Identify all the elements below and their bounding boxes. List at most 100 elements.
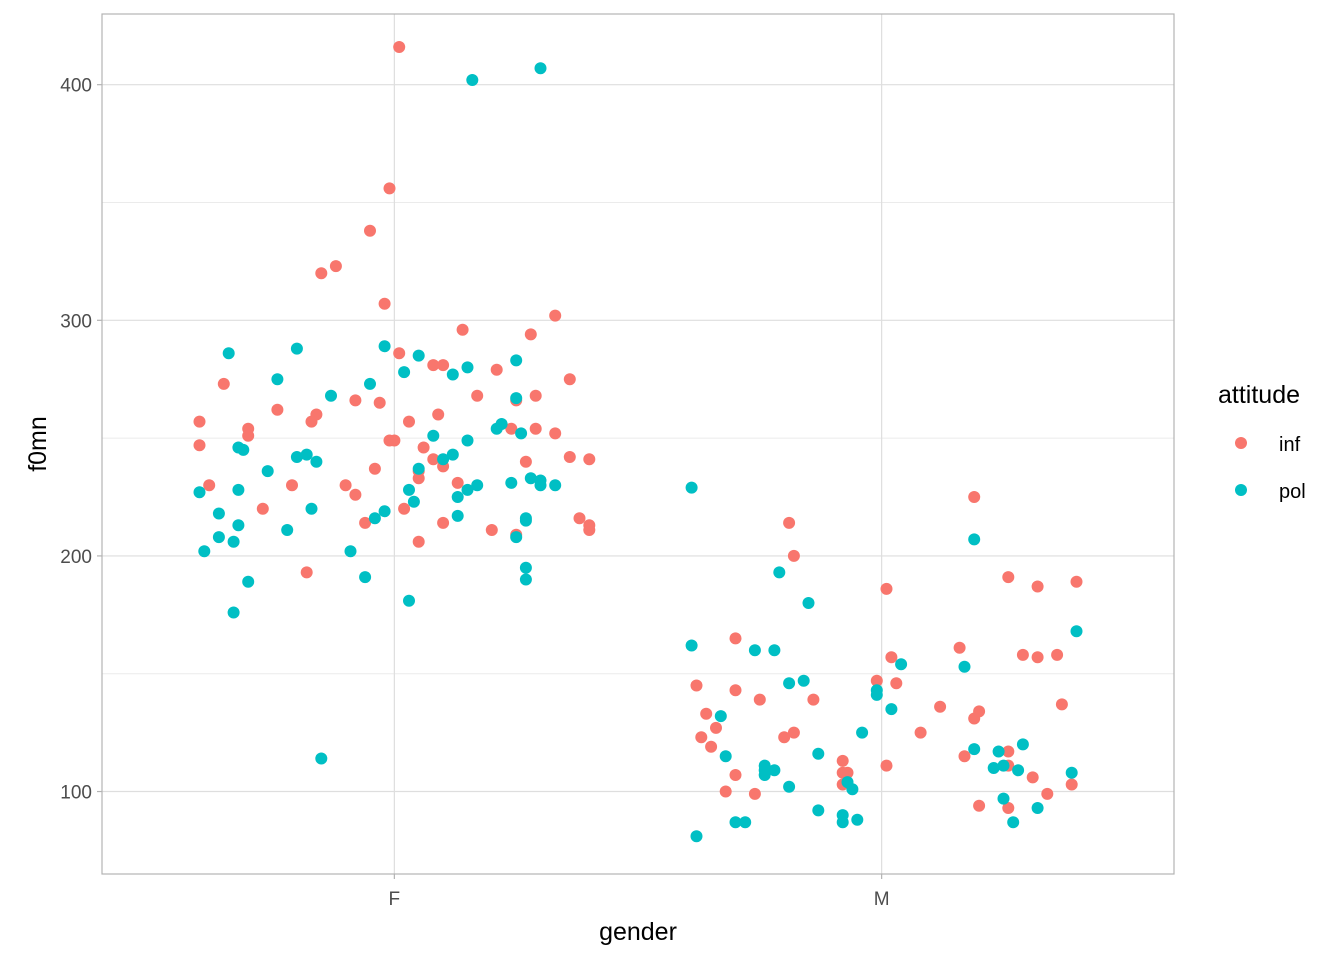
point-pol — [783, 780, 796, 793]
point-inf — [563, 373, 576, 386]
point-pol — [1070, 625, 1083, 638]
point-pol — [505, 476, 518, 489]
point-pol — [378, 505, 391, 518]
point-pol — [1016, 738, 1029, 751]
point-pol — [310, 455, 323, 468]
point-inf — [583, 453, 596, 466]
point-inf — [329, 260, 342, 273]
point-inf — [1026, 771, 1039, 784]
point-pol — [534, 479, 547, 492]
point-pol — [437, 453, 450, 466]
point-inf — [695, 731, 708, 744]
legend-label-pol: pol — [1279, 481, 1306, 503]
point-inf — [305, 415, 318, 428]
point-pol — [773, 566, 786, 579]
point-pol — [510, 354, 523, 367]
legend-label-inf: inf — [1279, 434, 1301, 456]
point-pol — [412, 462, 425, 475]
axis-ticks: 100 200 300 400 F M — [60, 76, 889, 910]
point-pol — [895, 658, 908, 671]
point-pol — [446, 448, 459, 461]
plot-border — [101, 13, 1175, 875]
point-inf — [1041, 787, 1054, 800]
point-pol — [490, 422, 503, 435]
point-inf — [427, 453, 440, 466]
point-pol — [305, 502, 318, 515]
point-pol — [802, 597, 815, 609]
point-pol — [519, 573, 532, 586]
point-inf — [378, 297, 391, 310]
point-inf — [1016, 648, 1029, 661]
point-pol — [1031, 802, 1044, 814]
legend-key-inf — [1235, 437, 1247, 449]
point-pol — [885, 703, 898, 716]
y-tick-label: 100 — [60, 783, 92, 804]
point-inf — [705, 740, 718, 753]
point-pol — [549, 479, 562, 492]
point-inf — [529, 389, 542, 402]
point-inf — [958, 750, 971, 763]
point-inf — [349, 488, 362, 501]
point-inf — [1002, 745, 1015, 758]
point-pol — [534, 62, 547, 75]
point-pol — [290, 342, 303, 355]
point-inf — [451, 476, 464, 489]
legend: attitude inf pol — [1218, 381, 1306, 503]
point-inf — [529, 422, 542, 435]
point-pol — [856, 726, 869, 739]
point-inf — [1051, 648, 1064, 661]
point-inf — [242, 429, 255, 442]
point-pol — [198, 545, 211, 558]
point-pol — [836, 816, 849, 829]
point-pol — [992, 745, 1005, 758]
point-pol — [398, 366, 411, 379]
data-points — [193, 41, 1083, 843]
point-pol — [232, 483, 245, 496]
point-inf — [807, 693, 820, 706]
point-pol — [758, 769, 771, 781]
point-inf — [485, 524, 498, 536]
point-inf — [388, 434, 401, 447]
point-pol — [719, 750, 732, 763]
point-pol — [870, 688, 883, 701]
point-inf — [364, 224, 376, 237]
point-pol — [300, 448, 313, 461]
point-inf — [217, 377, 230, 390]
point-pol — [446, 368, 459, 381]
point-inf — [748, 787, 761, 800]
point-inf — [412, 535, 425, 548]
point-pol — [271, 373, 284, 386]
legend-title: attitude — [1218, 381, 1300, 409]
point-inf — [710, 721, 722, 734]
point-pol — [344, 545, 357, 558]
point-inf — [885, 651, 898, 664]
point-pol — [851, 813, 864, 826]
point-inf — [437, 359, 450, 372]
point-pol — [261, 465, 274, 478]
point-pol — [1012, 764, 1025, 777]
point-pol — [242, 575, 255, 588]
point-pol — [461, 361, 474, 374]
point-pol — [968, 743, 981, 756]
point-pol — [378, 340, 391, 353]
point-pol — [212, 507, 225, 520]
point-inf — [880, 582, 893, 595]
point-pol — [685, 481, 698, 494]
point-inf — [973, 799, 986, 812]
point-inf — [393, 41, 406, 53]
point-inf — [524, 328, 537, 341]
point-inf — [427, 359, 440, 372]
point-inf — [403, 415, 415, 428]
point-pol — [768, 644, 781, 657]
point-inf — [1031, 580, 1044, 593]
y-tick-label: 300 — [60, 311, 92, 332]
y-axis-title: f0mn — [24, 416, 52, 472]
point-pol — [227, 535, 240, 548]
point-pol — [315, 752, 328, 765]
point-pol — [427, 429, 440, 442]
point-inf — [368, 462, 381, 475]
point-pol — [1007, 816, 1020, 829]
plot-panel — [102, 14, 1174, 874]
point-inf — [1065, 778, 1078, 791]
point-inf — [412, 472, 425, 485]
